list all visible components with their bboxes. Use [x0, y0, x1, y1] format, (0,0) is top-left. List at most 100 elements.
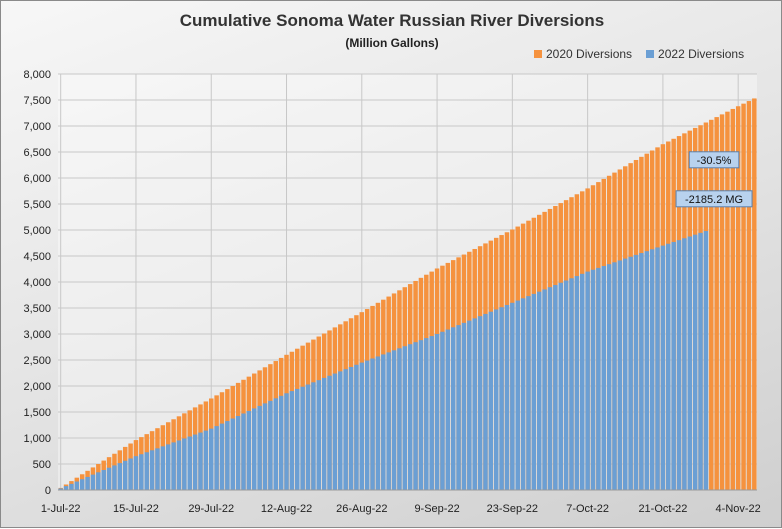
bar-2020 — [752, 98, 757, 490]
x-tick-label: 9-Sep-22 — [414, 503, 459, 515]
y-tick-label: 3,500 — [23, 303, 51, 315]
bar-2022 — [606, 264, 612, 490]
bar-2022 — [338, 371, 343, 490]
y-tick-label: 0 — [45, 485, 51, 497]
bar-2022 — [144, 452, 149, 490]
bar-2022 — [262, 403, 268, 490]
bar-2022 — [230, 418, 235, 490]
bar-2022 — [273, 398, 279, 490]
bar-2022 — [429, 336, 434, 490]
x-tick-label: 15-Jul-22 — [113, 503, 159, 515]
bar-2022 — [203, 430, 209, 490]
bar-2022 — [101, 470, 106, 490]
bar-2020 — [730, 108, 736, 490]
bar-2022 — [617, 260, 623, 490]
bar-2022 — [63, 486, 69, 490]
bar-2022 — [547, 287, 553, 490]
bar-2022 — [456, 325, 461, 490]
annotation-box — [688, 151, 740, 169]
legend-label-2022: 2022 Diversions — [658, 47, 745, 61]
y-tick-label: 5,500 — [23, 199, 51, 211]
bar-2022 — [252, 408, 257, 490]
y-tick-label: 1,000 — [23, 433, 51, 445]
bar-2022 — [219, 423, 225, 490]
bar-2020 — [719, 114, 725, 491]
bar-2022 — [176, 440, 182, 490]
bar-2022 — [96, 472, 101, 490]
bar-2022 — [295, 388, 300, 490]
bar-2022 — [623, 258, 628, 490]
bar-2022 — [155, 448, 160, 490]
bar-2020 — [709, 119, 714, 491]
x-tick-label: 21-Oct-22 — [638, 503, 687, 515]
bar-2022 — [257, 405, 262, 490]
bar-2020 — [746, 101, 752, 490]
legend-swatch-2022 — [646, 50, 655, 58]
bar-2022 — [703, 231, 709, 491]
bar-2022 — [278, 395, 284, 490]
bar-2022 — [558, 282, 563, 490]
bar-2020 — [714, 117, 719, 490]
bar-2022 — [397, 348, 402, 490]
bar-2022 — [515, 300, 520, 490]
bar-2022 — [300, 386, 305, 490]
bar-2022 — [596, 267, 601, 490]
bar-2022 — [246, 410, 252, 490]
bar-2022 — [418, 340, 424, 490]
y-tick-label: 8,000 — [23, 69, 51, 81]
x-tick-label: 23-Sep-22 — [487, 503, 538, 515]
bar-2022 — [488, 311, 494, 490]
bar-2022 — [499, 307, 504, 490]
bar-2022 — [381, 354, 386, 490]
bar-2020 — [725, 111, 730, 490]
annotation-box — [675, 190, 753, 208]
bar-2020 — [735, 106, 741, 491]
bar-2022 — [402, 346, 408, 490]
bar-2022 — [85, 476, 90, 490]
bar-2022 — [139, 454, 144, 490]
bar-2022 — [305, 384, 311, 490]
chart-subtitle: (Million Gallons) — [345, 36, 439, 50]
bar-2022 — [364, 360, 370, 490]
bar-2022 — [461, 322, 467, 490]
bar-2022 — [531, 293, 537, 490]
bar-2022 — [574, 276, 580, 490]
bar-2022 — [526, 296, 531, 490]
bar-2022 — [69, 483, 74, 490]
bar-2020 — [741, 103, 746, 490]
bar-2022 — [171, 442, 176, 490]
x-tick-label: 1-Jul-22 — [41, 503, 81, 515]
bar-2022 — [128, 458, 133, 490]
bar-2022 — [311, 382, 316, 490]
legend-label-2020: 2020 Diversions — [546, 47, 633, 61]
bar-2022 — [359, 362, 365, 490]
x-tick-label: 26-Aug-22 — [336, 503, 387, 515]
bar-2022 — [235, 416, 241, 490]
bar-2022 — [440, 331, 445, 490]
y-tick-label: 500 — [33, 459, 51, 471]
y-tick-label: 4,000 — [23, 277, 51, 289]
bar-2022 — [687, 236, 693, 490]
bar-2022 — [676, 240, 682, 490]
bar-2022 — [370, 358, 375, 490]
bar-2022 — [537, 291, 542, 490]
annotation-label: -2185.2 MG — [685, 194, 743, 206]
bar-2022 — [122, 460, 128, 490]
bar-2022 — [375, 356, 381, 490]
bar-2022 — [510, 302, 515, 490]
chart-title: Cumulative Sonoma Water Russian River Di… — [179, 11, 605, 30]
x-tick-label: 12-Aug-22 — [261, 503, 312, 515]
bar-2022 — [504, 305, 510, 490]
bar-2022 — [332, 373, 338, 490]
bar-2022 — [692, 234, 698, 490]
bar-2022 — [671, 241, 676, 490]
bar-2022 — [214, 426, 219, 490]
legend-item-2020: 2020 Diversions — [534, 47, 632, 61]
bar-2022 — [649, 249, 655, 490]
y-tick-label: 6,000 — [23, 173, 51, 185]
bar-2022 — [321, 377, 327, 490]
bar-2022 — [520, 298, 526, 490]
bar-2022 — [90, 474, 96, 490]
bar-2022 — [450, 327, 456, 490]
bar-2022 — [289, 391, 295, 490]
